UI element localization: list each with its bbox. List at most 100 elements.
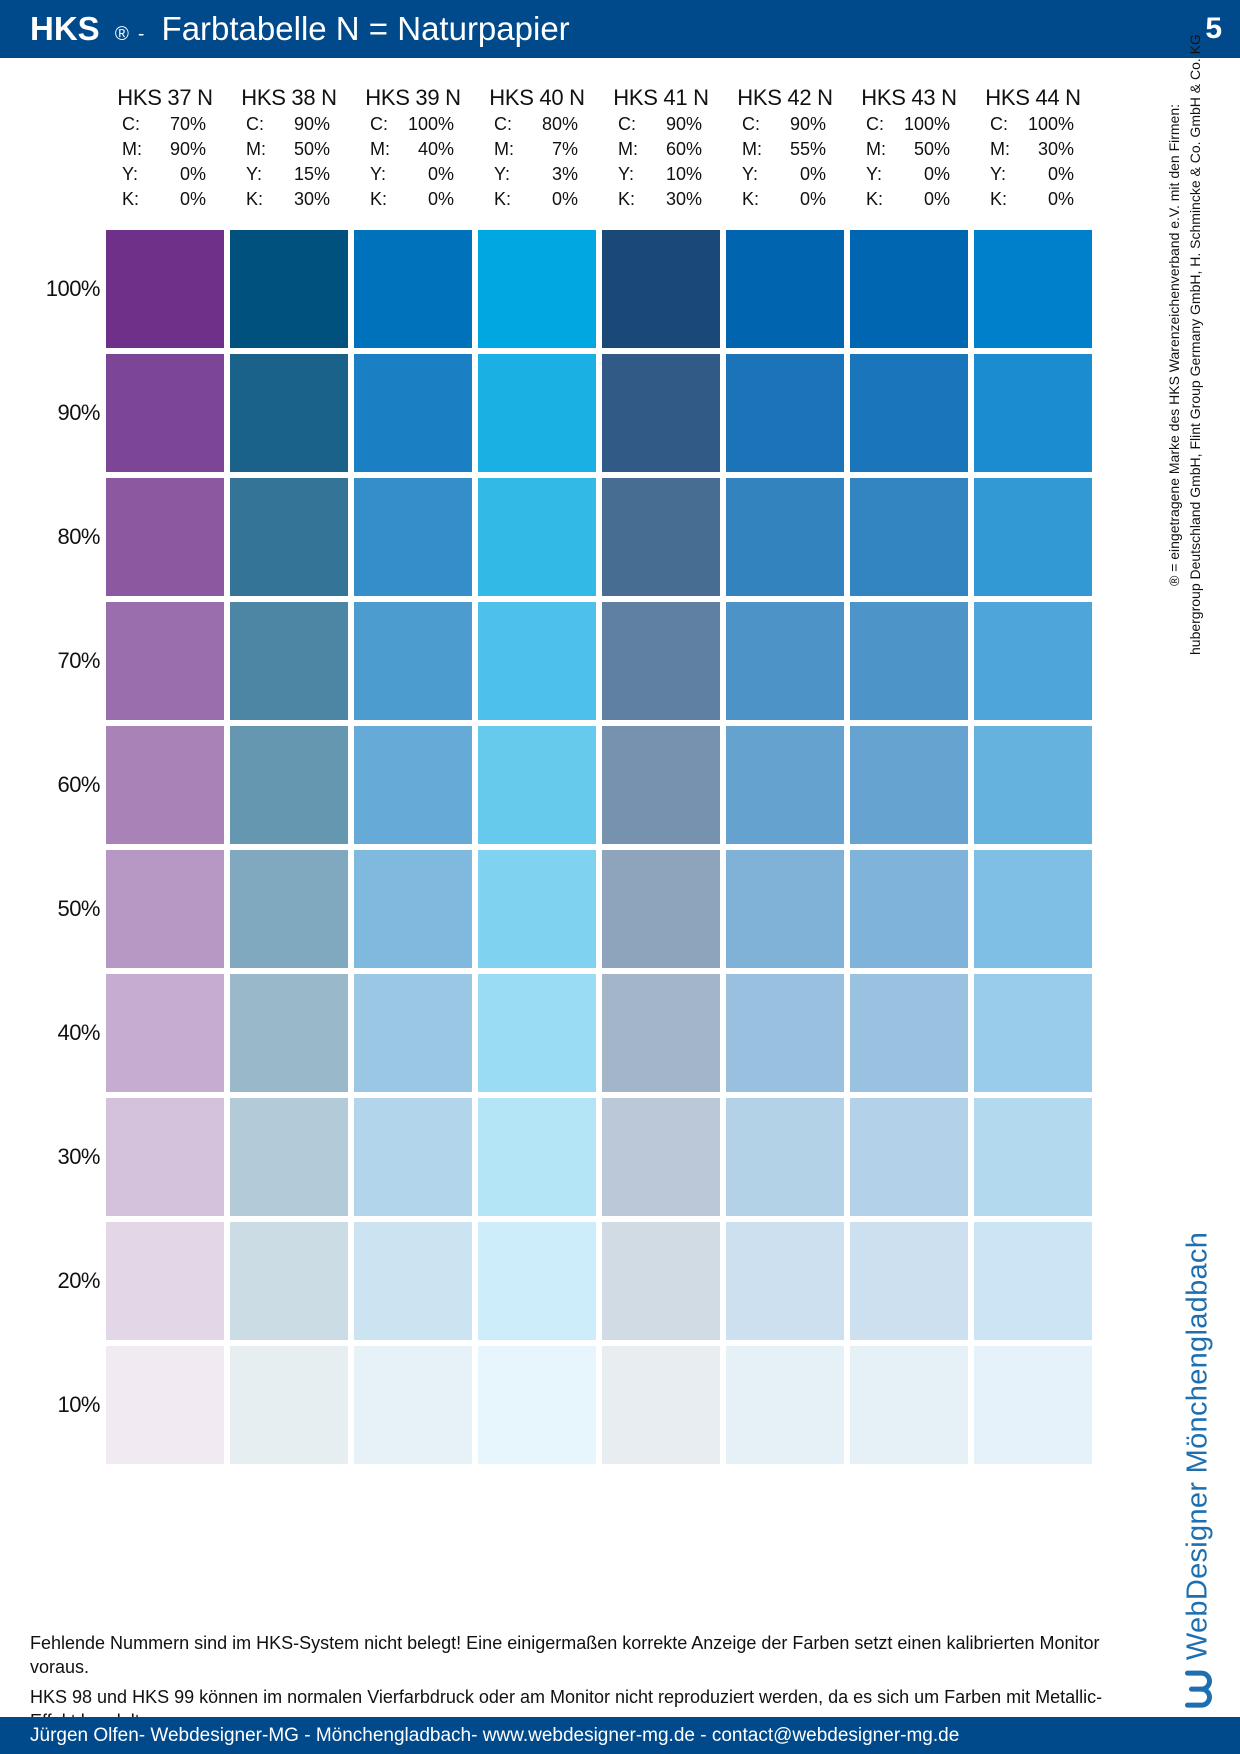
color-swatch bbox=[230, 726, 348, 844]
cmyk-label: Y: bbox=[742, 164, 759, 184]
cmyk-value: 0% bbox=[179, 189, 206, 209]
color-swatch bbox=[230, 354, 348, 472]
cmyk-label: M: bbox=[618, 139, 638, 159]
registered-mark: ® bbox=[114, 24, 129, 45]
cmyk-k-row: K: 0% bbox=[478, 187, 596, 212]
cmyk-value: 7% bbox=[551, 139, 578, 159]
cmyk-value: 90% bbox=[665, 114, 702, 134]
cmyk-y-row: Y: 0% bbox=[354, 162, 472, 187]
color-swatch bbox=[106, 478, 224, 596]
color-swatch bbox=[726, 974, 844, 1092]
color-swatch bbox=[354, 850, 472, 968]
color-swatch bbox=[602, 602, 720, 720]
cmyk-label: C: bbox=[370, 114, 388, 134]
cmyk-value: 0% bbox=[427, 189, 454, 209]
color-swatch bbox=[230, 1346, 348, 1464]
color-swatch bbox=[354, 354, 472, 472]
cmyk-value: 90% bbox=[169, 139, 206, 159]
cmyk-m-row: M: 90% bbox=[106, 137, 224, 162]
cmyk-k-row: K: 0% bbox=[850, 187, 968, 212]
color-swatch bbox=[230, 1222, 348, 1340]
cmyk-label: K: bbox=[618, 189, 636, 209]
color-swatch bbox=[850, 1098, 968, 1216]
color-swatch bbox=[478, 850, 596, 968]
color-swatch bbox=[974, 1098, 1092, 1216]
cmyk-label: M: bbox=[122, 139, 142, 159]
color-swatch bbox=[230, 1098, 348, 1216]
color-swatch bbox=[602, 850, 720, 968]
cmyk-label: K: bbox=[246, 189, 264, 209]
color-swatch bbox=[106, 354, 224, 472]
cmyk-m-row: M: 50% bbox=[230, 137, 348, 162]
color-swatch bbox=[602, 726, 720, 844]
title-dash: - bbox=[138, 24, 145, 45]
color-swatch bbox=[850, 850, 968, 968]
cmyk-c-row: C: 70% bbox=[106, 112, 224, 137]
cmyk-value: 30% bbox=[665, 189, 702, 209]
cmyk-label: M: bbox=[990, 139, 1010, 159]
tint-label: 20% bbox=[57, 1268, 100, 1293]
trademark-note-line-1: ® = eingetragene Marke des HKS Warenzeic… bbox=[1166, 103, 1182, 587]
cmyk-value: 50% bbox=[293, 139, 330, 159]
cmyk-y-row: Y: 10% bbox=[602, 162, 720, 187]
footer-bar: Jürgen Olfen- Webdesigner-MG - Mönchengl… bbox=[0, 1717, 1240, 1754]
color-name: HKS 39 N bbox=[365, 85, 461, 110]
cmyk-value: 3% bbox=[551, 164, 578, 184]
cmyk-c-row: C: 100% bbox=[354, 112, 472, 137]
notes: Fehlende Nummern sind im HKS-System nich… bbox=[30, 1631, 1120, 1733]
color-swatch bbox=[850, 1222, 968, 1340]
wd-logo-icon bbox=[1183, 1668, 1213, 1708]
cmyk-label: K: bbox=[866, 189, 884, 209]
color-swatch bbox=[354, 1346, 472, 1464]
cmyk-label: M: bbox=[246, 139, 266, 159]
color-swatch bbox=[478, 1222, 596, 1340]
cmyk-value: 0% bbox=[923, 164, 950, 184]
tint-label: 70% bbox=[57, 648, 100, 673]
cmyk-m-row: M: 50% bbox=[850, 137, 968, 162]
cmyk-label: C: bbox=[122, 114, 140, 134]
cmyk-label: Y: bbox=[494, 164, 511, 184]
cmyk-label: K: bbox=[122, 189, 140, 209]
cmyk-label: C: bbox=[618, 114, 636, 134]
cmyk-value: 10% bbox=[665, 164, 702, 184]
column-header: HKS 43 N C: 100% M: 50% Y: 0% K: 0% bbox=[850, 84, 968, 212]
color-swatch bbox=[850, 1346, 968, 1464]
color-swatch bbox=[974, 1222, 1092, 1340]
color-swatch bbox=[602, 1222, 720, 1340]
cmyk-value: 90% bbox=[293, 114, 330, 134]
color-swatch bbox=[726, 726, 844, 844]
cmyk-c-row: C: 90% bbox=[726, 112, 844, 137]
color-swatch bbox=[106, 602, 224, 720]
color-swatch bbox=[354, 602, 472, 720]
cmyk-k-row: K: 30% bbox=[602, 187, 720, 212]
cmyk-label: Y: bbox=[618, 164, 635, 184]
cmyk-label: C: bbox=[866, 114, 884, 134]
color-swatch bbox=[354, 726, 472, 844]
color-swatch bbox=[106, 1222, 224, 1340]
header-bar: HKS ® - Farbtabelle N = Naturpapier 5 bbox=[0, 0, 1240, 58]
logo-text: WebDesigner Mönchengladbach bbox=[1181, 1231, 1214, 1661]
cmyk-k-row: K: 0% bbox=[726, 187, 844, 212]
color-name: HKS 43 N bbox=[861, 85, 957, 110]
cmyk-k-row: K: 30% bbox=[230, 187, 348, 212]
tint-label: 100% bbox=[45, 276, 101, 301]
color-swatch bbox=[354, 974, 472, 1092]
cmyk-label: Y: bbox=[990, 164, 1007, 184]
cmyk-k-row: K: 0% bbox=[974, 187, 1092, 212]
color-swatch bbox=[354, 1222, 472, 1340]
cmyk-c-row: C: 80% bbox=[478, 112, 596, 137]
cmyk-m-row: M: 40% bbox=[354, 137, 472, 162]
cmyk-value: 0% bbox=[799, 164, 826, 184]
trademark-note-line-2: hubergroup Deutschland GmbH, Flint Group… bbox=[1187, 34, 1203, 655]
footer-text: Jürgen Olfen- Webdesigner-MG - Mönchengl… bbox=[30, 1725, 960, 1746]
column-header: HKS 42 N C: 90% M: 55% Y: 0% K: 0% bbox=[726, 84, 844, 212]
cmyk-k-row: K: 0% bbox=[106, 187, 224, 212]
color-swatch bbox=[478, 230, 596, 348]
color-swatch bbox=[478, 602, 596, 720]
cmyk-y-row: Y: 3% bbox=[478, 162, 596, 187]
column-header: HKS 37 N C: 70% M: 90% Y: 0% K: 0% bbox=[106, 84, 224, 212]
column-header: HKS 41 N C: 90% M: 60% Y: 10% K: 30% bbox=[602, 84, 720, 212]
color-swatch bbox=[974, 850, 1092, 968]
color-swatch bbox=[478, 974, 596, 1092]
cmyk-value: 0% bbox=[799, 189, 826, 209]
